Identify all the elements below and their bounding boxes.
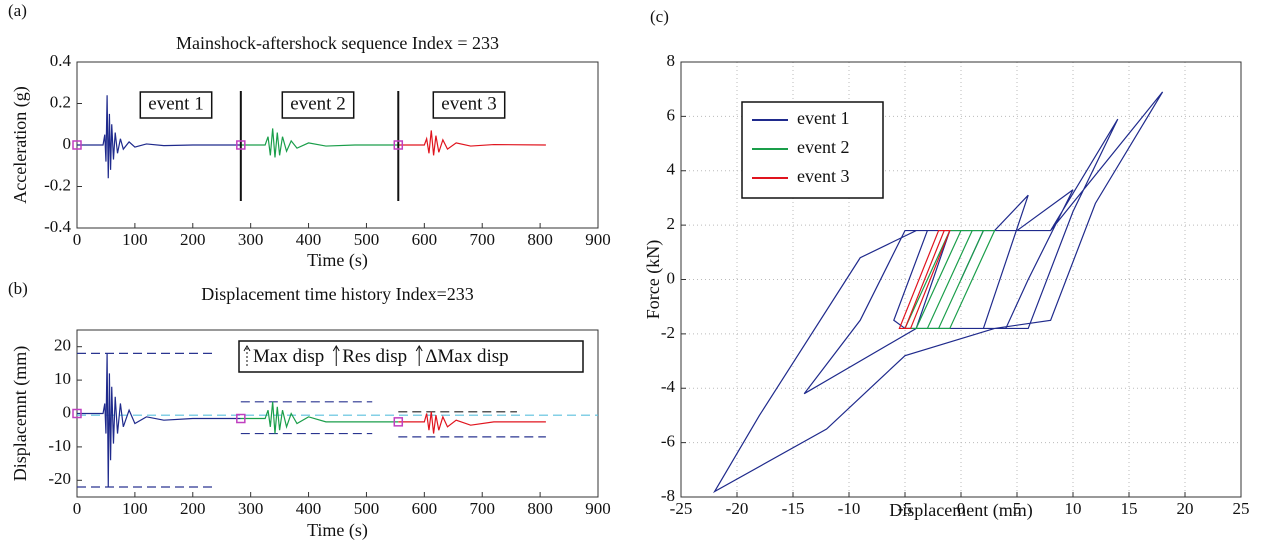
y-tick-label: -0.2 <box>44 175 71 194</box>
x-tick-label: 600 <box>412 499 438 518</box>
x-axis-label: Time (s) <box>307 520 368 541</box>
x-tick-label: 800 <box>527 230 553 249</box>
panel-label: (b) <box>8 279 28 298</box>
legend-label: event 1 <box>797 108 849 128</box>
y-tick-label: -8 <box>661 486 675 505</box>
y-tick-label: 0 <box>63 134 72 153</box>
y-tick-label: 0.2 <box>50 92 71 111</box>
x-tick-label: 100 <box>122 499 148 518</box>
x-tick-label: 200 <box>180 230 206 249</box>
annotation: event 2 <box>290 93 345 114</box>
legend-arrowhead <box>243 345 251 352</box>
y-axis-label: Force (kN) <box>643 240 664 319</box>
x-tick-label: -15 <box>782 499 805 518</box>
x-tick-label: 400 <box>296 499 322 518</box>
annotation-box <box>139 91 213 119</box>
x-tick-label: 20 <box>1177 499 1194 518</box>
legend-label: Max disp <box>253 346 324 367</box>
annotation-box <box>281 91 355 119</box>
y-tick-label: -6 <box>661 432 675 451</box>
marker <box>72 140 82 150</box>
y-axis-label: Acceleration (g) <box>10 86 31 203</box>
series-line <box>898 229 951 330</box>
x-tick-label: 5 <box>1013 499 1022 518</box>
series-line <box>398 411 546 434</box>
series-line <box>77 353 241 487</box>
x-tick-label: 900 <box>585 230 611 249</box>
y-tick-label: 10 <box>54 369 71 388</box>
chart-title: Mainshock-aftershock sequence Index = 23… <box>176 33 499 53</box>
x-tick-label: 900 <box>585 499 611 518</box>
x-tick-label: 300 <box>238 230 264 249</box>
legend-label: Res disp <box>342 346 407 367</box>
marker <box>393 417 404 427</box>
annotation-box <box>432 91 506 119</box>
y-tick-label: 0 <box>63 402 72 421</box>
x-tick-label: 700 <box>469 230 495 249</box>
x-tick-label: 700 <box>469 499 495 518</box>
x-tick-label: -10 <box>838 499 861 518</box>
legend-label: event 3 <box>797 166 849 186</box>
y-tick-label: -20 <box>48 469 71 488</box>
x-tick-label: 10 <box>1065 499 1082 518</box>
x-tick-label: 15 <box>1121 499 1138 518</box>
y-tick-label: -0.4 <box>44 217 71 236</box>
annotation: event 3 <box>441 93 496 114</box>
x-tick-label: 300 <box>238 499 264 518</box>
y-tick-label: 6 <box>667 105 676 124</box>
x-tick-label: 600 <box>412 230 438 249</box>
series-line <box>712 91 1164 494</box>
legend-box <box>238 340 584 373</box>
x-axis-label: Time (s) <box>307 250 368 271</box>
series-line <box>398 130 546 156</box>
x-tick-label: -25 <box>670 499 693 518</box>
marker <box>236 140 246 150</box>
y-tick-label: -4 <box>661 377 676 396</box>
series-line <box>77 95 241 179</box>
panel-label: (a) <box>8 1 27 20</box>
legend-arrowhead <box>332 345 340 352</box>
x-tick-label: 500 <box>354 230 380 249</box>
x-tick-label: -5 <box>898 499 912 518</box>
chart-title: Displacement time history Index=233 <box>201 284 474 304</box>
series-line <box>240 128 399 158</box>
plot-frame <box>680 61 1242 498</box>
legend-arrowhead <box>415 345 423 352</box>
legend-label: ΔMax disp <box>425 346 508 367</box>
x-tick-label: 0 <box>957 499 966 518</box>
y-axis-label: Displacemnt (mm) <box>10 346 31 481</box>
x-tick-label: 200 <box>180 499 206 518</box>
x-tick-label: 500 <box>354 499 380 518</box>
y-tick-label: -2 <box>661 323 675 342</box>
y-tick-label: 4 <box>667 160 676 179</box>
annotation: event 1 <box>148 93 203 114</box>
x-tick-label: -20 <box>726 499 749 518</box>
x-tick-label: 800 <box>527 499 553 518</box>
y-tick-label: 0.4 <box>50 51 72 70</box>
x-tick-label: 100 <box>122 230 148 249</box>
y-tick-label: -10 <box>48 436 71 455</box>
x-tick-label: 400 <box>296 230 322 249</box>
marker <box>236 413 246 424</box>
y-tick-label: 0 <box>667 268 676 287</box>
y-tick-label: 8 <box>667 51 676 70</box>
series-line <box>904 229 996 330</box>
x-axis-label: Displacement (mm) <box>889 500 1032 521</box>
series-line <box>240 401 399 434</box>
legend-label: event 2 <box>797 137 849 157</box>
x-tick-label: 0 <box>73 230 82 249</box>
x-tick-label: 25 <box>1233 499 1250 518</box>
y-tick-label: 2 <box>667 214 676 233</box>
x-tick-label: 0 <box>73 499 82 518</box>
marker <box>72 408 82 419</box>
marker <box>393 140 404 150</box>
panel-label: (c) <box>650 7 669 26</box>
y-tick-label: 20 <box>54 336 71 355</box>
